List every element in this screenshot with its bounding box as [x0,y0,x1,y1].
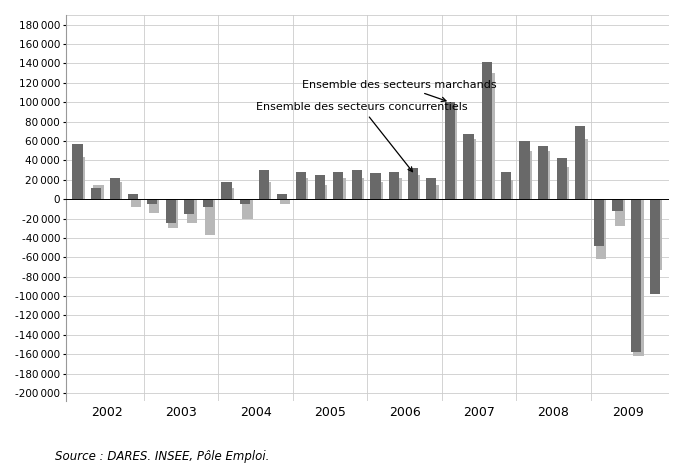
Bar [652,199,662,270]
Bar [464,134,473,199]
Bar [503,180,513,199]
Bar [482,62,492,199]
Bar [445,102,455,199]
Bar [410,175,420,199]
Bar [280,199,290,204]
Bar [391,178,402,199]
Bar [298,178,308,199]
Bar [429,184,438,199]
Bar [501,172,511,199]
Bar [466,139,476,199]
Bar [149,199,159,213]
Bar [187,199,197,223]
Text: Ensemble des secteurs concurrentiels: Ensemble des secteurs concurrentiels [256,102,467,172]
Bar [594,199,604,246]
Bar [540,151,551,199]
Bar [109,178,120,199]
Bar [447,105,458,199]
Bar [296,172,306,199]
Bar [166,199,176,223]
Bar [333,172,343,199]
Bar [129,194,138,199]
Bar [615,199,625,226]
Bar [277,194,287,199]
Text: Ensemble des secteurs marchands: Ensemble des secteurs marchands [302,80,497,101]
Bar [202,199,213,207]
Bar [131,199,141,207]
Bar [224,188,234,199]
Bar [631,199,642,352]
Bar [596,199,606,259]
Bar [612,199,622,211]
Bar [484,73,495,199]
Bar [242,199,252,219]
Bar [147,199,157,204]
Bar [371,173,380,199]
Bar [408,168,418,199]
Bar [222,182,232,199]
Bar [259,170,269,199]
Bar [538,146,548,199]
Bar [168,199,178,228]
Bar [373,182,383,199]
Bar [557,158,567,199]
Bar [317,184,327,199]
Bar [205,199,215,235]
Bar [261,182,271,199]
Bar [73,144,83,199]
Bar [94,184,103,199]
Bar [522,151,532,199]
Bar [426,178,436,199]
Bar [633,199,644,356]
Bar [575,127,586,199]
Bar [184,199,194,214]
Bar [335,178,345,199]
Bar [577,139,588,199]
Bar [112,182,122,199]
Bar [650,199,660,294]
Bar [75,157,85,199]
Text: Source : DARES. INSEE, Pôle Emploi.: Source : DARES. INSEE, Pôle Emploi. [55,450,269,463]
Bar [240,199,250,204]
Bar [91,188,101,199]
Bar [352,170,362,199]
Bar [315,175,325,199]
Bar [389,172,399,199]
Bar [519,141,529,199]
Bar [559,167,569,199]
Bar [354,178,365,199]
